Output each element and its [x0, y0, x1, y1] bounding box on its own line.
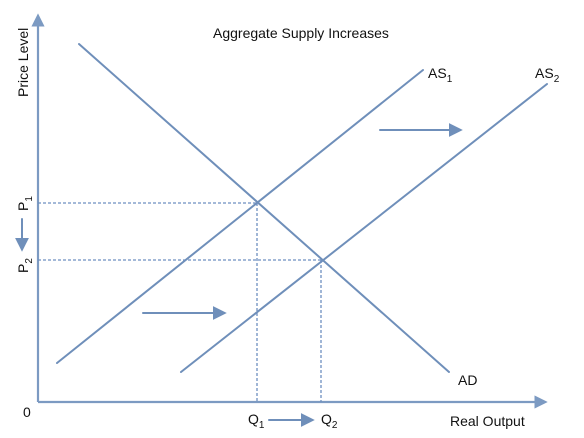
as2-label: AS2 [535, 65, 560, 85]
p1-label: P1 [15, 196, 35, 211]
y-axis-label: Price Level [15, 28, 31, 97]
q2-label: Q2 [321, 411, 338, 431]
diagram-title: Aggregate Supply Increases [213, 25, 389, 41]
ad-label: AD [458, 372, 477, 388]
x-axis-label: Real Output [450, 413, 525, 429]
origin-label: 0 [23, 404, 31, 420]
as1-label: AS1 [428, 65, 453, 85]
as1-curve [56, 69, 424, 364]
ad-curve [78, 43, 450, 373]
q1-label: Q1 [248, 411, 265, 431]
as2-curve [180, 83, 548, 373]
p2-label: P2 [15, 258, 35, 273]
